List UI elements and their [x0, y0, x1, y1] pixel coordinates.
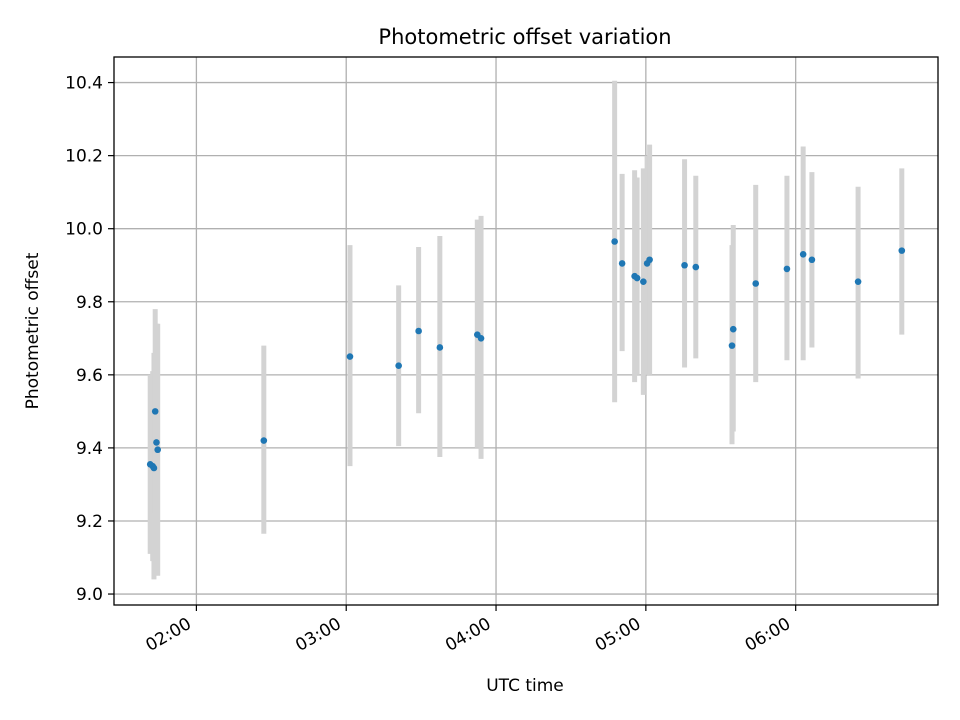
data-point — [640, 278, 647, 285]
data-point — [346, 353, 354, 360]
data-point — [799, 250, 807, 258]
data-point — [854, 278, 862, 285]
data-point — [752, 280, 760, 287]
data-point — [692, 263, 700, 271]
data-point — [611, 238, 618, 245]
data-point — [618, 260, 626, 267]
data-point — [898, 247, 906, 254]
data-point — [153, 439, 160, 446]
data-point — [154, 446, 161, 454]
y-axis-label: Photometric offset — [23, 252, 43, 409]
y-tick-label: 10.4 — [65, 74, 103, 94]
data-point — [633, 274, 641, 282]
y-tick-label: 9.2 — [76, 512, 103, 532]
data-point — [260, 437, 268, 444]
x-axis-label: UTC time — [486, 676, 564, 696]
data-point — [436, 344, 444, 351]
data-point — [151, 408, 159, 415]
data-point — [415, 327, 422, 335]
chart-title: Photometric offset variation — [378, 25, 671, 49]
data-point — [783, 265, 791, 273]
y-axis: 9.0 9.2 9.4 9.6 9.8 10.0 10.2 10.4 — [65, 74, 114, 605]
data-point — [395, 362, 402, 370]
y-tick-label: 10.0 — [65, 220, 103, 240]
data-point — [728, 342, 736, 349]
y-tick-label: 9.8 — [76, 293, 103, 313]
grid-lines — [114, 57, 938, 605]
data-point — [681, 261, 688, 269]
data-point — [808, 256, 816, 264]
data-point — [477, 335, 485, 342]
y-tick-label: 9.4 — [76, 439, 103, 459]
y-tick-label: 9.0 — [76, 585, 103, 605]
data-point — [729, 325, 737, 333]
plot-frame — [113, 56, 939, 606]
y-tick-label: 10.2 — [65, 147, 103, 167]
point-layer — [146, 238, 906, 472]
data-point — [150, 464, 158, 472]
data-point — [646, 256, 653, 264]
y-tick-label: 9.6 — [76, 366, 103, 386]
